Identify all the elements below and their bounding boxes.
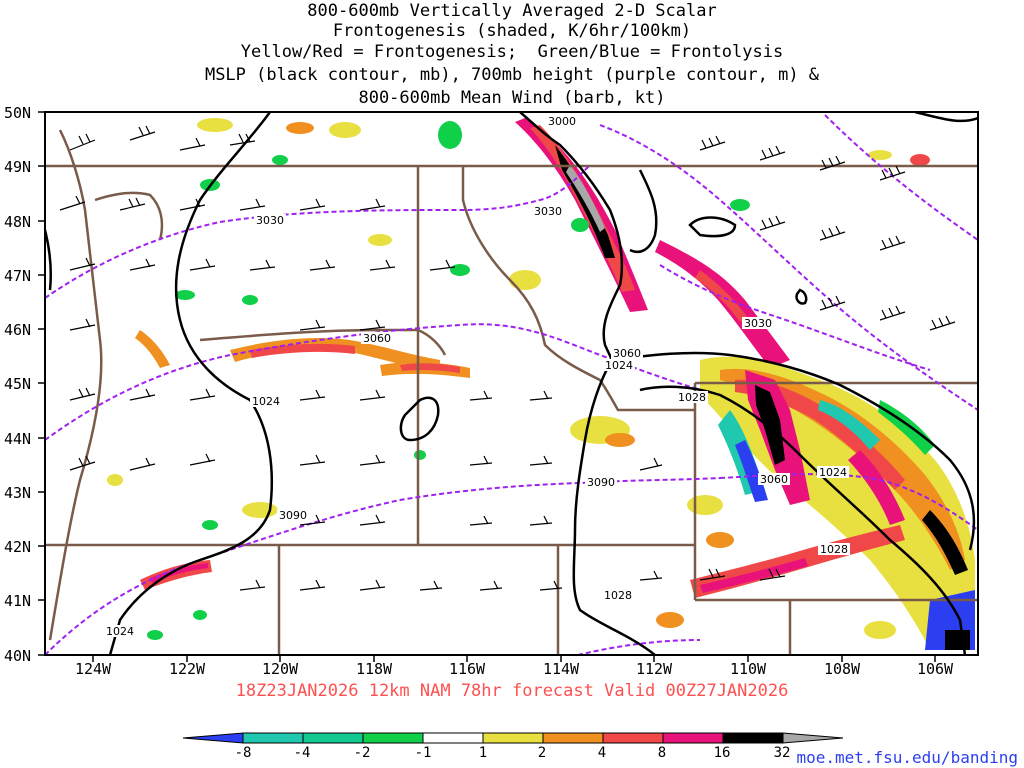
wind-barbs (59, 125, 956, 591)
colorbar-segment (182, 732, 244, 744)
colorbar-segment (302, 732, 364, 744)
chart-title-line-5: 800-600mb Mean Wind (barb, kt) (358, 88, 666, 108)
height-label: 3060 (760, 473, 788, 486)
height-label: 3060 (613, 347, 641, 360)
height-label: 3000 (548, 115, 576, 128)
lon-label-116w: 116W (448, 660, 486, 678)
lat-label-50n: 50N (4, 104, 32, 122)
mslp-label: 1028 (820, 543, 848, 556)
height-label: 3060 (363, 332, 391, 345)
frontogenesis-shading (107, 118, 975, 650)
lat-label-48n: 48N (4, 213, 32, 231)
colorbar (182, 732, 844, 744)
lat-label-46n: 46N (4, 321, 32, 339)
colorbar-segment (722, 732, 784, 744)
height-label: 3030 (534, 205, 562, 218)
lon-label-122w: 122W (168, 660, 206, 678)
height-label: 3030 (744, 317, 772, 330)
colorbar-label: 1 (478, 745, 488, 761)
axis-ticks (38, 111, 936, 662)
colorbar-label: 16 (713, 745, 731, 761)
colorbar-label: -2 (353, 745, 371, 761)
colorbar-segment (422, 732, 484, 744)
chart-title-line-3: Yellow/Red = Frontogenesis; Green/Blue =… (240, 42, 784, 62)
height-label: 3030 (256, 214, 284, 227)
colorbar-segment (602, 732, 664, 744)
mslp-label: 1024 (106, 625, 134, 638)
colorbar-label: 8 (657, 745, 667, 761)
lon-label-124w: 124W (74, 660, 112, 678)
colorbar-segment (782, 732, 844, 744)
lat-label-49n: 49N (4, 158, 32, 176)
lat-label-41n: 41N (4, 592, 32, 610)
lon-label-106w: 106W (916, 660, 954, 678)
height-label: 3090 (587, 476, 615, 489)
forecast-run-label: 18Z23JAN2026 12km NAM 78hr forecast Vali… (235, 681, 789, 701)
colorbar-segment (542, 732, 604, 744)
chart-title-line-1: 800-600mb Vertically Averaged 2-D Scalar (307, 1, 717, 21)
lat-label-42n: 42N (4, 538, 32, 556)
colorbar-label: -4 (293, 745, 311, 761)
mslp-contours (45, 112, 978, 655)
lon-label-112w: 112W (635, 660, 673, 678)
colorbar-segment (482, 732, 544, 744)
mslp-label: 1028 (604, 589, 632, 602)
chart-title-line-2: Frontogenesis (shaded, K/6hr/100km) (332, 21, 692, 41)
colorbar-label: -1 (414, 745, 432, 761)
mslp-label: 1024 (605, 359, 633, 372)
colorbar-label: 4 (597, 745, 607, 761)
chart-title-line-4: MSLP (black contour, mb), 700mb height (… (204, 65, 820, 85)
lat-label-43n: 43N (4, 484, 32, 502)
mslp-label: 1028 (678, 391, 706, 404)
map-content: 1024 1024 1024 1024 1028 1028 1028 3000 … (45, 112, 978, 655)
lat-label-44n: 44N (4, 430, 32, 448)
colorbar-segment (242, 732, 304, 744)
colorbar-segment (362, 732, 424, 744)
source-credit: moe.met.fsu.edu/banding (796, 748, 1018, 767)
mslp-label: 1024 (819, 466, 847, 479)
contour-labels: 1024 1024 1024 1024 1028 1028 1028 3000 … (104, 115, 850, 638)
lat-label-47n: 47N (4, 267, 32, 285)
height-label: 3090 (279, 509, 307, 522)
colorbar-segment (662, 732, 724, 744)
political-borders (45, 129, 978, 655)
lon-label-120w: 120W (261, 660, 299, 678)
lon-label-108w: 108W (823, 660, 861, 678)
lon-label-118w: 118W (355, 660, 393, 678)
lon-label-114w: 114W (542, 660, 580, 678)
lon-label-110w: 110W (729, 660, 767, 678)
lat-label-45n: 45N (4, 375, 32, 393)
colorbar-label: 2 (537, 745, 547, 761)
colorbar-label: 32 (773, 745, 791, 761)
colorbar-label: -8 (234, 745, 252, 761)
lat-label-40n: 40N (4, 647, 32, 665)
mslp-label: 1024 (252, 395, 280, 408)
